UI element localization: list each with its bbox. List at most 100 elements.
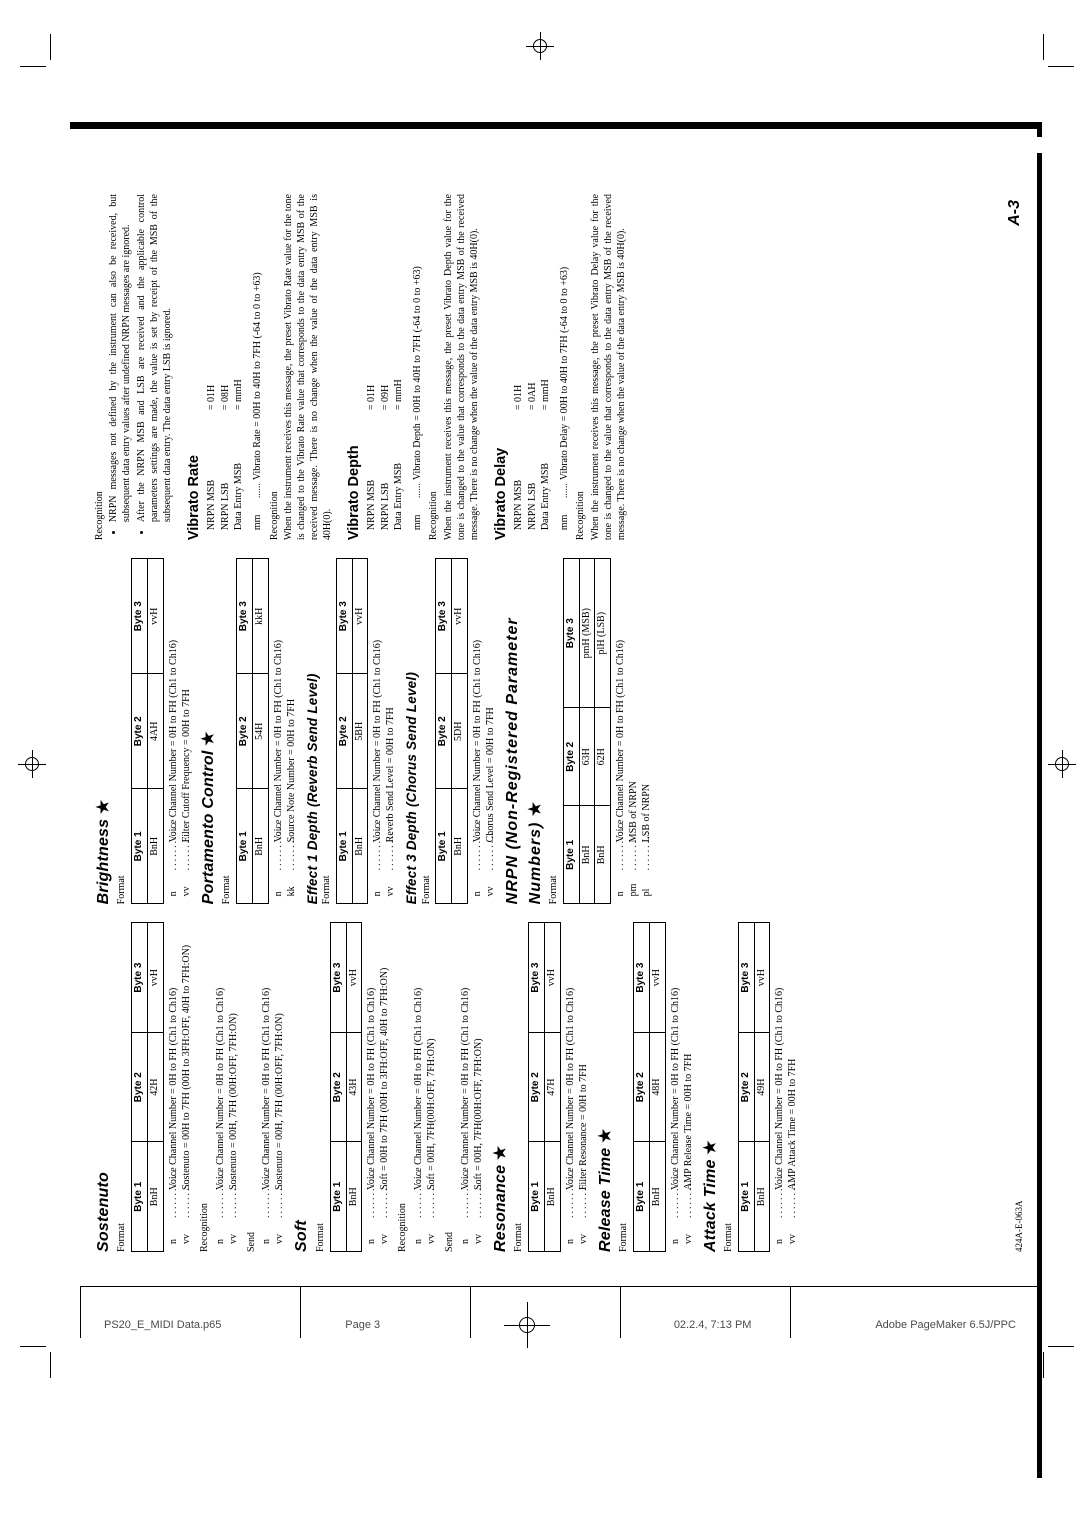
mm-line: mm......Vibrato Delay = 00H to 40H to 7F… [559, 194, 572, 530]
footer-app: Adobe PageMaker 6.5J/PPC [875, 1319, 1016, 1331]
td: vvH [649, 923, 665, 1033]
bullet: After the NRPN MSB and LSB are received … [136, 194, 174, 522]
def-key: n [564, 1218, 577, 1244]
heading-text: Portamento Control [200, 751, 217, 905]
format-label: Format [723, 922, 736, 1252]
def-key: vv [180, 1218, 193, 1244]
th: Byte 3 [237, 559, 253, 674]
dots: ......... [180, 1190, 193, 1218]
table-effect1: Byte 1Byte 2Byte 3 BnH5BHvvH [336, 558, 369, 904]
heading-brightness: Brightness ★ [94, 558, 114, 904]
td: 43H [346, 1032, 362, 1142]
v: = 0AH [526, 383, 540, 411]
recognition-para: When the instrument receives this messag… [283, 194, 334, 540]
heading-vibrato-depth: Vibrato Depth [345, 194, 364, 540]
defs: n...........Voice Channel Number = 0H to… [471, 558, 497, 896]
th: Byte 1 [132, 1142, 148, 1252]
v: = 08H [219, 385, 233, 410]
td: BnH [148, 1142, 164, 1252]
dots: ......... [285, 842, 298, 870]
recognition-label: Recognition [94, 194, 107, 540]
dots: ...... [252, 480, 265, 498]
k: Data Entry MSB [392, 410, 406, 530]
star-icon: ★ [200, 731, 217, 746]
heading-nrpn-line1: NRPN (Non-Registered Parameter [503, 558, 523, 904]
def-key: vv [378, 1218, 391, 1244]
k: NRPN MSB [512, 410, 526, 530]
heading-text: Release Time [597, 1148, 614, 1252]
def-key: n [459, 1218, 472, 1244]
def-val: Voice Channel Number = 0H to FH (Ch1 to … [459, 922, 472, 1190]
recognition-label: Recognition [199, 922, 212, 1252]
dots: ......... [227, 1190, 240, 1218]
def-val: AMP Attack Time = 00H to 7FH [786, 922, 799, 1190]
table-portamento: Byte 1Byte 2Byte 3 BnH54HkkH [236, 558, 269, 904]
dots: ......... [378, 1190, 391, 1218]
dots: ...... [559, 480, 572, 498]
registration-mark [504, 1302, 550, 1348]
section-release-time: Release Time ★ Format Byte 1Byte 2Byte 3… [596, 922, 695, 1252]
dots: ....... [627, 842, 640, 870]
th: Byte 3 [132, 559, 148, 674]
format-label: Format [116, 558, 129, 904]
heading-text: Brightness [95, 819, 112, 905]
dots: ......... [425, 1190, 438, 1218]
heading-text: Numbers) [527, 822, 544, 905]
table-release: Byte 1Byte 2Byte 3 BnH48HvvH [633, 922, 666, 1252]
td: BnH [754, 1142, 770, 1252]
star-icon: ★ [597, 1128, 614, 1143]
format-label: Format [321, 558, 334, 904]
th: Byte 1 [738, 1142, 754, 1252]
table-effect3: Byte 1Byte 2Byte 3 BnH5DHvvH [435, 558, 468, 904]
def-val: Voice Channel Number = 0H to FH (Ch1 to … [773, 922, 786, 1190]
def-key: vv [472, 1218, 485, 1244]
dots: ......... [180, 842, 193, 870]
format-label: Format [116, 922, 129, 1252]
td: vvH [544, 923, 560, 1033]
defs: n...........Voice Channel Number = 0H to… [260, 922, 286, 1244]
td: vvH [754, 923, 770, 1033]
bleed-tab [1006, 137, 1024, 153]
def-val: MSB of NRPN [627, 558, 640, 842]
defs: n...........Voice Channel Number = 0H to… [272, 558, 298, 896]
dots: ........... [371, 842, 384, 870]
th: Byte 1 [529, 1142, 545, 1252]
th: Byte 2 [132, 1032, 148, 1142]
td: BnH [346, 1142, 362, 1252]
column-2: Brightness ★ Format Byte 1Byte 2Byte 3 B… [90, 558, 992, 904]
td: BnH [649, 1142, 665, 1252]
crop-mark [1043, 34, 1044, 60]
th: Byte 2 [738, 1032, 754, 1142]
v: = 01H [205, 385, 219, 410]
def-val: Voice Channel Number = 0H to FH (Ch1 to … [272, 558, 285, 842]
td: pmH (MSB) [579, 559, 595, 708]
star-icon: ★ [492, 1146, 509, 1161]
td: vvH [346, 923, 362, 1033]
k: NRPN LSB [526, 410, 540, 530]
def-val: AMP Release Time = 00H to 7FH [682, 922, 695, 1190]
format-label: Format [421, 558, 434, 904]
crop-mark [20, 1346, 46, 1347]
td: 49H [754, 1032, 770, 1142]
mm-v: Vibrato Rate = 00H to 40H to 7FH (-64 to… [252, 272, 265, 480]
heading-portamento: Portamento Control ★ [199, 558, 219, 904]
def-key: n [167, 870, 180, 896]
defs: n...........Voice Channel Number = 0H to… [371, 558, 397, 896]
table-attack: Byte 1Byte 2Byte 3 BnH49HvvH [738, 922, 771, 1252]
section-soft: Soft Format Byte 1Byte 2Byte 3 BnH43HvvH… [292, 922, 484, 1252]
th: Byte 1 [132, 789, 148, 904]
footer-time: 02.2.4, 7:13 PM [674, 1319, 752, 1331]
th: Byte 2 [436, 674, 452, 789]
k: NRPN MSB [365, 410, 379, 530]
format-label: Format [513, 922, 526, 1252]
def-val: Voice Channel Number = 0H to FH (Ch1 to … [167, 922, 180, 1190]
def-key: vv [180, 870, 193, 896]
section-brightness: Brightness ★ Format Byte 1Byte 2Byte 3 B… [94, 558, 193, 904]
th: Byte 3 [336, 559, 352, 674]
defs: n...........Voice Channel Number = 0H to… [614, 558, 653, 896]
th: Byte 2 [634, 1032, 650, 1142]
th: Byte 3 [563, 559, 579, 708]
v: = 01H [512, 385, 526, 410]
bullet: NRPN messages not defined by the instrum… [108, 194, 134, 522]
table-resonance: Byte 1Byte 2Byte 3 BnH47HvvH [528, 922, 561, 1252]
